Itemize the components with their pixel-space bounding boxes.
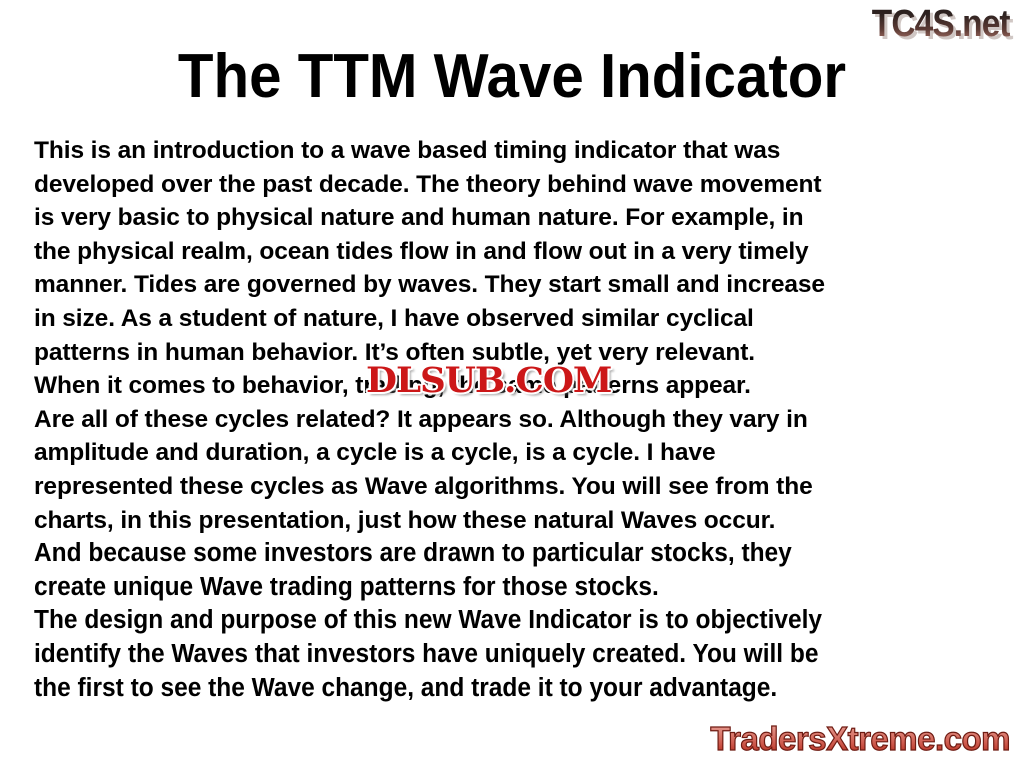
page-title: The TTM Wave Indicator (177, 42, 847, 111)
footer-logo-fill: TradersXtreme.com (710, 720, 1010, 757)
body-text: This is an introduction to a wave based … (34, 134, 1000, 705)
brand-logo-shadow: TC4S.net (875, 5, 1014, 49)
body-line: represented these cycles as Wave algorit… (34, 472, 813, 500)
footer-logo-glow: TradersXtreme.com (710, 720, 1010, 758)
body-line: developed over the past decade. The theo… (34, 170, 822, 198)
brand-logo-tc4s: TC4S.net (872, 3, 1011, 45)
body-line: And because some investors are drawn to … (34, 539, 792, 568)
body-line: When it comes to behavior, trading, the … (34, 372, 751, 400)
body-line: the first to see the Wave change, and tr… (34, 673, 778, 702)
body-line: identify the Waves that investors have u… (34, 639, 819, 668)
watermark-dlsub: DLSUB.COM (366, 360, 612, 401)
body-line: is very basic to physical nature and hum… (34, 204, 804, 232)
body-line: patterns in human behavior. It’s often s… (34, 338, 755, 366)
body-line: charts, in this presentation, just how t… (34, 506, 776, 534)
body-line: in size. As a student of nature, I have … (34, 304, 754, 332)
body-line: This is an introduction to a wave based … (34, 137, 781, 164)
body-line: amplitude and duration, a cycle is a cyc… (34, 439, 716, 467)
body-line: the physical realm, ocean tides flow in … (34, 237, 809, 265)
body-line: manner. Tides are governed by waves. The… (34, 271, 825, 299)
body-line: create unique Wave trading patterns for … (34, 572, 659, 601)
body-line: The design and purpose of this new Wave … (34, 606, 823, 635)
body-line: Are all of these cycles related? It appe… (34, 405, 808, 433)
